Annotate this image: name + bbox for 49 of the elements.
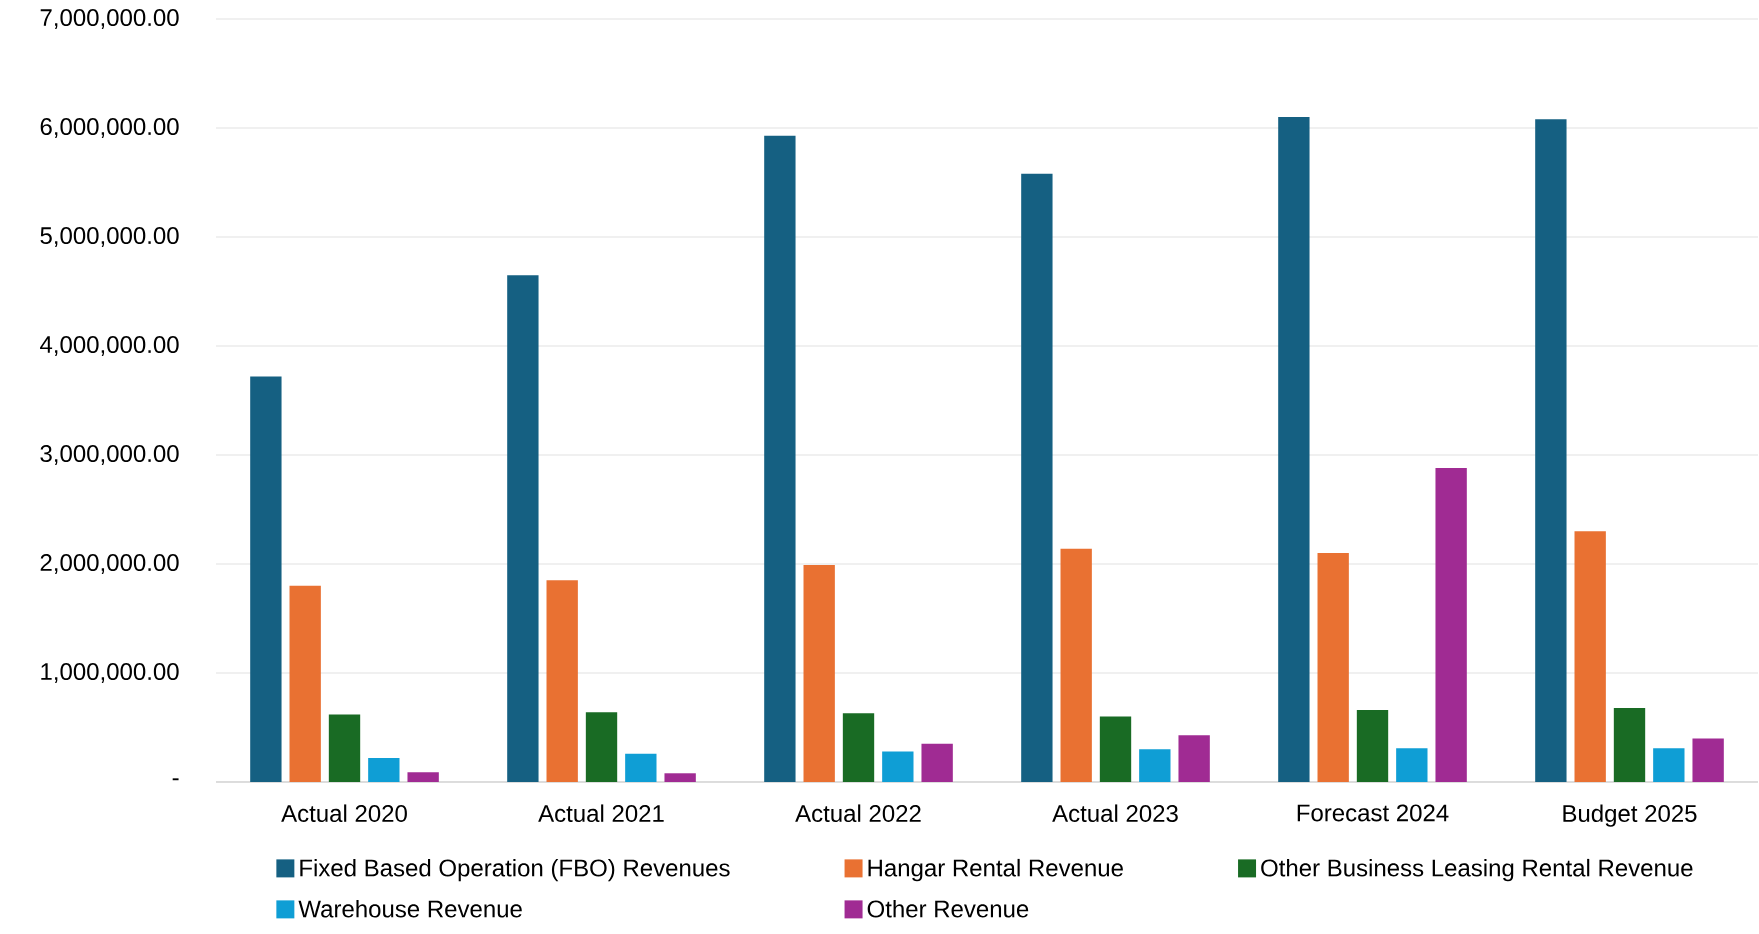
legend-label: Other Revenue xyxy=(867,899,1029,918)
bar xyxy=(1099,716,1132,782)
legend-label: Hangar Rental Revenue xyxy=(868,858,1123,882)
bar xyxy=(664,773,696,782)
bar xyxy=(803,565,835,782)
bar xyxy=(585,712,618,782)
bar xyxy=(1317,553,1349,782)
bar xyxy=(1692,738,1724,782)
x-tick-label: Actual 2020 xyxy=(281,804,407,823)
y-tick-label: 5,000,000.00 xyxy=(40,227,179,247)
y-tick-label: - xyxy=(172,778,179,781)
y-tick-label: 6,000,000.00 xyxy=(40,118,179,138)
x-tick-label: Forecast 2024 xyxy=(1297,804,1449,822)
bar xyxy=(289,585,321,782)
bar xyxy=(1653,748,1685,782)
bar xyxy=(407,772,439,782)
y-tick-label: 7,000,000.00 xyxy=(40,9,179,29)
legend-label: Warehouse Revenue xyxy=(298,899,522,918)
bar xyxy=(1139,749,1171,782)
x-tick-label: Budget 2025 xyxy=(1563,804,1697,827)
bar xyxy=(1574,531,1606,782)
x-tick-label: Actual 2021 xyxy=(538,804,664,823)
bar xyxy=(1535,119,1567,782)
bar xyxy=(1021,173,1053,782)
y-tick-label: 2,000,000.00 xyxy=(40,554,179,574)
bar xyxy=(507,275,539,782)
bar xyxy=(368,758,400,782)
bar xyxy=(842,713,875,782)
y-tick-label: 1,000,000.00 xyxy=(41,663,179,683)
bar xyxy=(1356,710,1389,782)
bar xyxy=(625,753,657,782)
x-tick-label: Actual 2023 xyxy=(1052,804,1178,823)
bar xyxy=(921,743,953,782)
bar xyxy=(882,751,914,782)
bar xyxy=(1613,707,1646,782)
x-tick-label: Actual 2022 xyxy=(795,804,921,823)
bar xyxy=(1278,117,1310,782)
bar xyxy=(546,580,578,782)
bar xyxy=(250,376,282,782)
legend-label: Other Business Leasing Rental Revenue xyxy=(1261,858,1693,882)
bar xyxy=(1435,468,1467,782)
bar xyxy=(764,135,796,782)
bar xyxy=(1396,748,1428,782)
legend-label: Fixed Based Operation (FBO) Revenues xyxy=(300,858,730,882)
bar xyxy=(328,714,361,782)
bar xyxy=(1178,735,1210,782)
bar xyxy=(1060,548,1092,782)
y-tick-label: 4,000,000.00 xyxy=(40,336,179,356)
y-tick-label: 3,000,000.00 xyxy=(40,445,179,465)
